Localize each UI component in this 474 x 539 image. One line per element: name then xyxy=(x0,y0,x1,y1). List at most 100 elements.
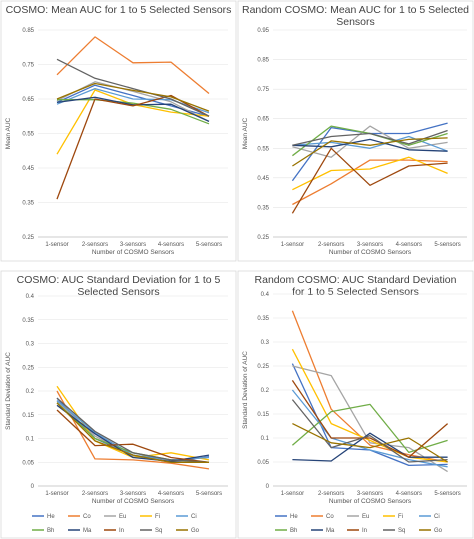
legend-label: Eu xyxy=(119,514,126,520)
chart-title: COSMO: AUC Standard Deviation for 1 to 5 xyxy=(17,274,221,286)
series-line-co xyxy=(56,36,210,95)
x-tick-label: 1-sensor xyxy=(281,242,304,248)
y-tick-label: 0 xyxy=(31,484,35,490)
chart-title: COSMO: Mean AUC for 1 to 5 Selected Sens… xyxy=(6,4,232,16)
series-line-bh xyxy=(291,403,448,454)
chart-panel-3: COSMO: AUC Standard Deviation for 1 to 5… xyxy=(0,270,237,539)
series-line-ma xyxy=(292,432,448,462)
y-tick-label: 0.55 xyxy=(257,146,269,152)
x-axis-label: Number of COSMO Sensors xyxy=(329,498,412,505)
x-axis-label: Number of COSMO Sensors xyxy=(92,498,175,505)
series-line-sq xyxy=(56,397,210,463)
y-tick-label: 0.2 xyxy=(26,389,35,395)
legend-label: Go xyxy=(434,528,443,534)
chart-title: Sensors xyxy=(336,16,375,28)
legend-label: Ma xyxy=(326,528,335,534)
x-tick-label: 4-sensors xyxy=(396,242,422,248)
series-line-in xyxy=(56,409,210,463)
series-line-ma xyxy=(292,138,448,152)
y-tick-label: 0.25 xyxy=(22,235,34,241)
series-line-go xyxy=(56,402,209,463)
y-tick-label: 0.35 xyxy=(22,201,34,207)
y-axis-label: Standard Deviation of AUC xyxy=(5,352,12,430)
series-line-eu xyxy=(292,365,448,473)
series-line-in xyxy=(56,94,210,200)
y-tick-label: 0.25 xyxy=(22,365,34,371)
x-tick-label: 3-sensors xyxy=(120,491,146,497)
y-tick-label: 0.4 xyxy=(26,294,35,300)
legend-label: Ma xyxy=(83,528,92,534)
y-axis-label: Standard Deviation of AUC xyxy=(242,351,249,429)
x-tick-label: 3-sensors xyxy=(357,491,383,497)
x-axis-label: Number of COSMO Sensors xyxy=(92,249,175,256)
y-tick-label: 0.35 xyxy=(22,318,34,324)
chart-panel-2: Random COSMO: Mean AUC for 1 to 5 Select… xyxy=(237,0,474,262)
x-tick-label: 2-sensors xyxy=(318,242,344,248)
y-tick-label: 0.1 xyxy=(261,436,270,442)
legend-label: Co xyxy=(326,514,334,520)
chart-title: Random COSMO: AUC Standard Deviation xyxy=(255,274,457,286)
x-tick-label: 3-sensors xyxy=(120,242,146,248)
series-line-bh xyxy=(57,99,210,125)
legend-label: In xyxy=(119,528,124,534)
series-line-go xyxy=(292,423,448,463)
y-tick-label: 0.4 xyxy=(261,292,270,298)
y-tick-label: 0.05 xyxy=(257,460,269,466)
legend-label: Bh xyxy=(47,528,54,534)
chart-title: for 1 to 5 Selected Sensors xyxy=(292,286,419,298)
chart-title: Selected Sensors xyxy=(77,286,159,298)
series-line-ma xyxy=(56,96,210,122)
x-tick-label: 4-sensors xyxy=(158,491,184,497)
series-line-sq xyxy=(56,58,210,117)
y-tick-label: 0.25 xyxy=(257,364,269,370)
series-line-co xyxy=(56,390,210,470)
y-tick-label: 0.15 xyxy=(22,413,34,419)
x-tick-label: 5-sensors xyxy=(196,242,222,248)
legend-label: Sq xyxy=(155,528,162,534)
y-tick-label: 0.65 xyxy=(257,117,269,123)
y-tick-label: 0.95 xyxy=(257,28,269,34)
x-tick-label: 3-sensors xyxy=(357,242,383,248)
x-tick-label: 4-sensors xyxy=(158,242,184,248)
y-tick-label: 0.85 xyxy=(257,58,269,64)
legend-label: Eu xyxy=(362,514,369,520)
x-tick-label: 1-sensor xyxy=(45,242,68,248)
legend-label: He xyxy=(47,514,55,520)
series-line-in xyxy=(291,147,448,214)
x-tick-label: 2-sensors xyxy=(82,242,108,248)
x-tick-label: 1-sensor xyxy=(45,491,68,497)
x-axis-label: Number of COSMO Sensors xyxy=(329,249,412,256)
y-tick-label: 0.35 xyxy=(257,205,269,211)
x-tick-label: 4-sensors xyxy=(396,491,422,497)
series-line-go xyxy=(292,137,448,167)
y-tick-label: 0.35 xyxy=(257,316,269,322)
y-tick-label: 0.75 xyxy=(257,87,269,93)
x-tick-label: 2-sensors xyxy=(318,491,344,497)
chart-border xyxy=(0,270,237,539)
y-axis-label: Mean AUC xyxy=(5,117,12,149)
y-tick-label: 0.25 xyxy=(257,235,269,241)
y-tick-label: 0.05 xyxy=(22,460,34,466)
y-tick-label: 0.85 xyxy=(22,28,34,34)
series-line-co xyxy=(292,159,448,206)
legend-label: In xyxy=(362,528,367,534)
chart-border xyxy=(237,270,474,539)
y-tick-label: 0.75 xyxy=(22,63,34,69)
y-tick-label: 0.45 xyxy=(257,176,269,182)
legend-label: Ci xyxy=(434,514,440,520)
chart-panel-4: Random COSMO: AUC Standard Deviationfor … xyxy=(237,270,474,539)
x-tick-label: 5-sensors xyxy=(434,491,460,497)
series-line-go xyxy=(56,82,210,112)
y-axis-label: Mean AUC xyxy=(242,117,249,149)
x-tick-label: 2-sensors xyxy=(82,491,108,497)
legend-label: Ci xyxy=(191,514,197,520)
y-tick-label: 0.15 xyxy=(257,412,269,418)
series-line-fi xyxy=(292,156,448,191)
y-tick-label: 0.1 xyxy=(26,437,35,443)
series-line-eu xyxy=(292,125,448,158)
y-tick-label: 0.45 xyxy=(22,166,34,172)
legend-label: Co xyxy=(83,514,91,520)
x-tick-label: 5-sensors xyxy=(196,491,222,497)
y-tick-label: 0.3 xyxy=(26,342,35,348)
